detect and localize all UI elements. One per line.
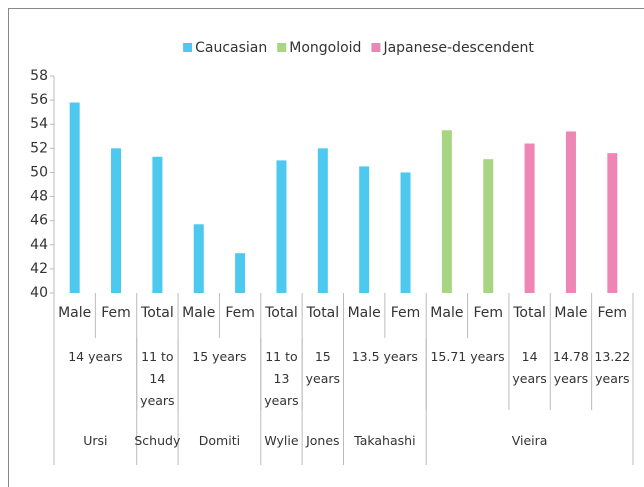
legend-label: Caucasian: [195, 40, 267, 56]
x-tick-label: Total: [265, 305, 298, 321]
group-label: 11 to 14 years: [140, 349, 175, 408]
group-label: 14 years: [512, 349, 547, 386]
bar: [317, 148, 328, 293]
x-tick-label: Male: [430, 305, 464, 321]
bar: [152, 156, 163, 293]
group-label: Vieira: [511, 433, 548, 448]
group-label: 15 years: [305, 349, 341, 386]
y-tick-label: 42: [30, 261, 48, 277]
y-tick-label: 50: [30, 164, 48, 180]
y-tick-label: 56: [30, 92, 48, 108]
y-tick-label: 48: [30, 189, 48, 205]
group-label: 15.71 years: [430, 349, 505, 364]
group-label: Ursi: [83, 433, 108, 448]
bar: [193, 224, 204, 293]
group-label: 13.22 years: [594, 349, 631, 386]
x-tick-label: Male: [58, 305, 92, 321]
bar: [359, 166, 370, 293]
bar: [69, 102, 80, 294]
group-label: Domiti: [198, 433, 241, 448]
bar: [235, 253, 246, 293]
group-label: 14 years: [68, 349, 123, 364]
bar: [400, 172, 411, 293]
bar: [483, 159, 494, 293]
x-tick-label: Male: [554, 305, 588, 321]
group-label: Jones: [306, 433, 340, 448]
bar: [111, 148, 122, 293]
x-tick-label: Fem: [390, 305, 421, 321]
group-label: 13.5 years: [351, 349, 418, 364]
bar: [441, 130, 452, 293]
y-tick-label: 54: [30, 116, 48, 132]
x-tick-label: Total: [141, 305, 174, 321]
group-label: 14.78 years: [553, 349, 589, 386]
group-label: Schudy: [134, 433, 181, 448]
x-tick-label: Fem: [473, 305, 503, 321]
y-tick-label: 58: [30, 68, 48, 84]
x-tick-label: Total: [513, 305, 546, 321]
bar: [607, 153, 618, 293]
bar: [565, 131, 576, 293]
x-tick-label: Fem: [101, 305, 131, 321]
bar: [524, 143, 535, 293]
group-label: 11 to 13 years: [264, 349, 299, 408]
legend-label: Mongoloid: [289, 40, 361, 56]
x-tick-label: Fem: [225, 305, 255, 321]
y-tick-label: 44: [30, 237, 48, 253]
x-tick-label: Total: [306, 305, 340, 321]
x-tick-label: Fem: [597, 305, 628, 321]
legend-label: Japanese-descendent: [382, 40, 534, 56]
group-label: Takahashi: [354, 433, 416, 448]
legend-swatch: [183, 43, 193, 52]
legend-swatch: [277, 43, 287, 52]
frame: [8, 8, 644, 487]
x-tick-label: Male: [182, 305, 216, 321]
y-tick-label: 46: [30, 213, 48, 229]
y-tick-label: 52: [30, 140, 48, 156]
group-label: Wylie: [264, 433, 299, 448]
x-tick-label: Male: [347, 305, 381, 321]
group-label: 15 years: [192, 349, 247, 364]
y-tick-label: 40: [30, 285, 48, 301]
legend-swatch: [371, 43, 381, 52]
bar: [276, 160, 287, 293]
